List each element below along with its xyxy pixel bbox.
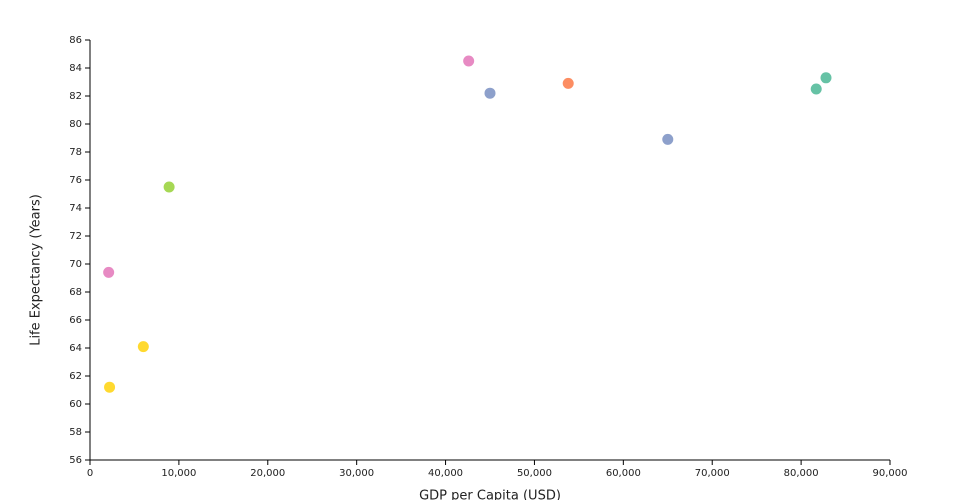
x-tick-label: 90,000 <box>873 468 908 479</box>
x-tick-label: 20,000 <box>250 468 285 479</box>
x-tick-label: 80,000 <box>784 468 819 479</box>
point <box>163 181 175 193</box>
y-tick-label: 70 <box>69 259 82 270</box>
y-tick-label: 56 <box>69 455 82 466</box>
y-tick-label: 68 <box>69 287 82 298</box>
y-tick-label: 78 <box>69 147 82 158</box>
y-tick-label: 80 <box>69 119 82 130</box>
x-tick-label: 10,000 <box>161 468 196 479</box>
point <box>810 83 822 95</box>
y-tick-label: 66 <box>69 315 82 326</box>
point <box>662 133 674 145</box>
y-tick-label: 76 <box>69 175 82 186</box>
x-tick-label: 70,000 <box>695 468 730 479</box>
point <box>463 55 475 67</box>
y-tick-label: 82 <box>69 91 82 102</box>
y-tick-label: 84 <box>69 63 82 74</box>
y-tick-label: 86 <box>69 35 82 46</box>
x-tick-label: 0 <box>87 468 93 479</box>
y-tick-label: 58 <box>69 427 82 438</box>
y-tick-label: 74 <box>69 203 82 214</box>
x-axis-label: GDP per Capita (USD) <box>419 489 561 500</box>
y-tick-label: 64 <box>69 343 82 354</box>
x-tick-label: 30,000 <box>339 468 374 479</box>
y-tick-label: 72 <box>69 231 82 242</box>
point <box>137 341 149 353</box>
y-tick-label: 60 <box>69 399 82 410</box>
point <box>484 87 496 99</box>
y-axis-label: Life Expectancy (Years) <box>29 194 44 346</box>
x-tick-label: 50,000 <box>517 468 552 479</box>
x-tick-label: 40,000 <box>428 468 463 479</box>
y-tick-label: 62 <box>69 371 82 382</box>
point <box>103 266 115 278</box>
x-tick-label: 60,000 <box>606 468 641 479</box>
point <box>562 77 574 89</box>
point <box>104 381 116 393</box>
point <box>820 72 832 84</box>
